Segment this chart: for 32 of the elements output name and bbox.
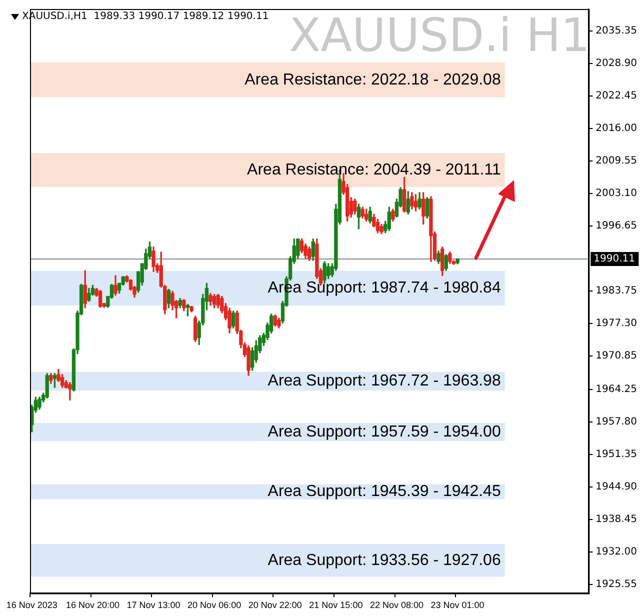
- y-tick-label: 2003.10: [596, 188, 638, 200]
- y-tick-label: 2035.35: [596, 26, 638, 37]
- band-label: Area Support: 1967.72 - 1963.98: [268, 372, 501, 390]
- y-tick-label: 1964.25: [596, 384, 638, 395]
- x-tick-label: 22 Nov 08:00: [370, 600, 424, 610]
- y-tick-label: 1938.45: [596, 514, 638, 525]
- y-tick-label: 1970.85: [596, 350, 638, 362]
- y-tick-label: 1996.65: [596, 220, 638, 232]
- y-tick-label: 1944.90: [596, 481, 638, 492]
- y-tick-label: 1983.75: [596, 286, 638, 297]
- x-tick-label: 21 Nov 15:00: [309, 600, 363, 610]
- band-label: Area Resistance: 2022.18 - 2029.08: [244, 71, 501, 88]
- x-tick-label: 16 Nov 2023: [6, 600, 58, 610]
- ref-line-label: 1990.11: [594, 254, 636, 265]
- y-tick-label: 2016.00: [596, 123, 638, 134]
- band-label: Area Support: 1945.39 - 1942.45: [268, 483, 501, 500]
- y-tick-label: 2028.90: [596, 58, 638, 70]
- y-tick-label: 2022.45: [596, 90, 638, 102]
- band-label: Area Support: 1933.56 - 1927.06: [268, 552, 501, 569]
- y-tick-label: 2009.55: [596, 156, 638, 167]
- y-tick-label: 1925.55: [596, 578, 638, 590]
- band-label: Area Resistance: 2004.39 - 2011.11: [247, 161, 501, 178]
- y-tick-label: 1977.30: [596, 318, 638, 330]
- x-tick-label: 23 Nov 01:00: [430, 600, 484, 610]
- x-tick-label: 20 Nov 06:00: [188, 600, 242, 610]
- y-tick-label: 1932.00: [596, 546, 638, 558]
- x-tick-label: 20 Nov 22:00: [248, 600, 302, 610]
- band-label: Area Support: 1957.59 - 1954.00: [268, 423, 501, 440]
- x-tick-label: 17 Nov 13:00: [126, 600, 180, 610]
- y-tick-label: 1957.80: [596, 416, 638, 428]
- y-tick-label: 1951.35: [596, 448, 638, 460]
- x-tick-label: 16 Nov 20:00: [66, 600, 120, 610]
